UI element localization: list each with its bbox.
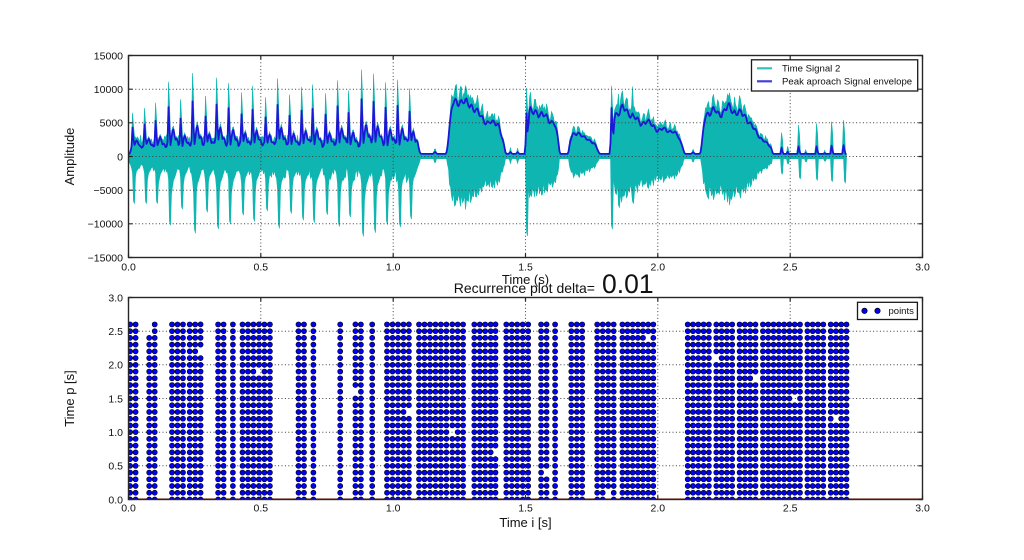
svg-text:0.0: 0.0 [108, 494, 123, 506]
svg-text:−5000: −5000 [94, 185, 124, 197]
svg-text:2.0: 2.0 [108, 360, 123, 372]
svg-text:1.0: 1.0 [386, 503, 401, 515]
svg-text:10000: 10000 [94, 84, 123, 96]
svg-text:−15000: −15000 [88, 252, 123, 264]
svg-text:3.0: 3.0 [915, 262, 930, 274]
svg-text:0.5: 0.5 [108, 461, 123, 473]
svg-text:5000: 5000 [100, 118, 124, 130]
svg-text:Time i [s]: Time i [s] [499, 515, 551, 530]
svg-text:Time Signal 2: Time Signal 2 [782, 64, 840, 75]
svg-text:points: points [889, 306, 915, 317]
svg-text:0.5: 0.5 [253, 503, 268, 515]
svg-text:Time p [s]: Time p [s] [62, 370, 77, 427]
svg-text:Recurrence plot delta=: Recurrence plot delta= [454, 280, 595, 296]
svg-text:0.01: 0.01 [602, 269, 654, 299]
svg-text:1.5: 1.5 [108, 393, 123, 405]
svg-text:3.0: 3.0 [108, 292, 123, 304]
svg-text:2.5: 2.5 [783, 262, 798, 274]
svg-text:1.0: 1.0 [108, 427, 123, 439]
svg-text:3.0: 3.0 [915, 503, 930, 515]
svg-text:2.0: 2.0 [650, 503, 665, 515]
svg-text:2.0: 2.0 [650, 262, 665, 274]
svg-text:1.5: 1.5 [518, 262, 533, 274]
svg-text:Amplitude: Amplitude [62, 128, 77, 186]
svg-text:15000: 15000 [94, 50, 123, 62]
svg-text:0.0: 0.0 [121, 262, 136, 274]
svg-text:Time (s): Time (s) [502, 272, 549, 287]
svg-text:2.5: 2.5 [108, 326, 123, 338]
svg-text:−10000: −10000 [88, 219, 123, 231]
svg-text:2.5: 2.5 [783, 503, 798, 515]
svg-text:0: 0 [117, 151, 123, 163]
svg-text:1.0: 1.0 [386, 262, 401, 274]
svg-text:0.5: 0.5 [253, 262, 268, 274]
svg-text:Peak aproach Signal envelope: Peak aproach Signal envelope [782, 77, 912, 88]
svg-text:0.0: 0.0 [121, 503, 136, 515]
svg-text:1.5: 1.5 [518, 503, 533, 515]
